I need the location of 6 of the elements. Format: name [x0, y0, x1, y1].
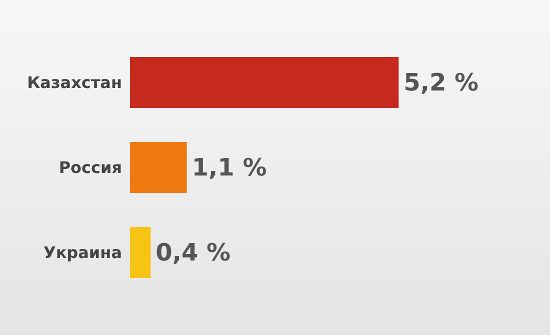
data-label: 1,1 % [192, 154, 267, 182]
y-tick-label: Россия [58, 158, 122, 177]
y-tick-label: Казахстан [27, 73, 122, 92]
data-label: 0,4 % [156, 238, 231, 266]
y-tick-label: Украина [43, 243, 122, 262]
data-label: 5,2 % [404, 68, 479, 96]
